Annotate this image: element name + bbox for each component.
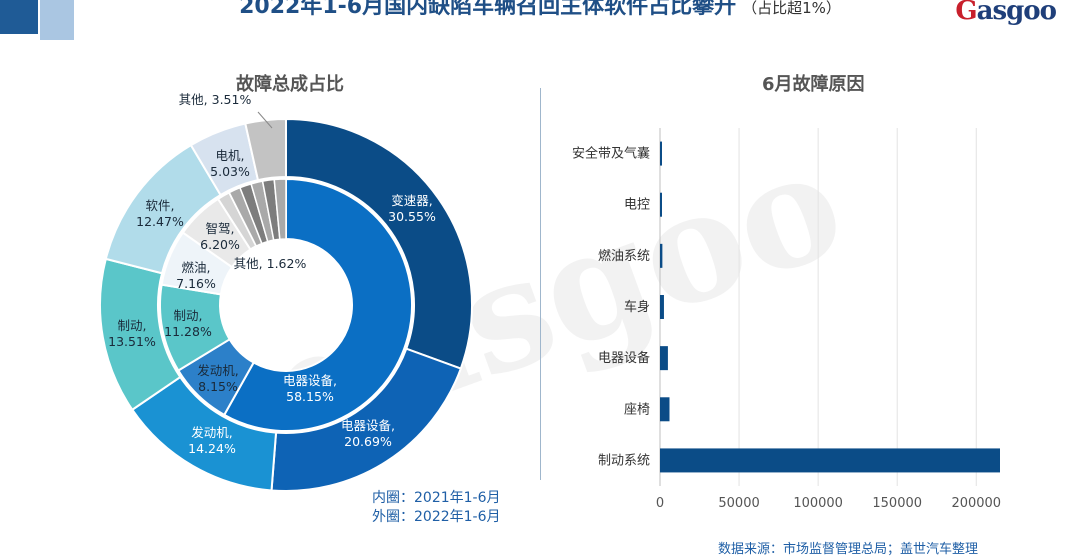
bar-x-tick-2: 100000 bbox=[793, 496, 843, 511]
bar-category-label-5: 座椅 bbox=[624, 402, 650, 417]
data-source: 数据来源：市场监督管理总局；盖世汽车整理 bbox=[718, 542, 979, 557]
outer-label-3: 制动,13.51% bbox=[108, 318, 156, 349]
bar-2 bbox=[660, 243, 663, 268]
bar-x-tick-1: 50000 bbox=[718, 496, 759, 511]
outer-label-0: 变速器,30.55% bbox=[388, 193, 436, 224]
bar-0 bbox=[660, 141, 662, 166]
bar-4 bbox=[660, 346, 668, 371]
inner-label-2-category: 制动, bbox=[174, 308, 203, 323]
outer-label-0-category: 变速器, bbox=[391, 193, 432, 208]
donut-title: 故障总成占比 bbox=[236, 74, 344, 95]
bar-category-label-2: 燃油系统 bbox=[598, 248, 650, 264]
inner-ring-slice-0 bbox=[222, 177, 413, 432]
outer-label-1: 电器设备,20.69% bbox=[341, 418, 395, 449]
bar-title: 6月故障原因 bbox=[762, 74, 865, 95]
inner-label-1-category: 发动机, bbox=[197, 363, 238, 378]
inner-label-4-category: 智驾, bbox=[206, 221, 235, 236]
bar-6 bbox=[660, 448, 1000, 473]
outer-label-3-value: 13.51% bbox=[108, 334, 156, 349]
page-title: 2022年1-6月国内缺陷车辆召回主体软件占比攀升 （占比超1%） bbox=[0, 0, 1080, 20]
outer-label-2-value: 14.24% bbox=[188, 441, 236, 456]
outer-label-6: 其他, 3.51% bbox=[179, 92, 252, 107]
outer-ring-slice-0 bbox=[285, 117, 473, 370]
gasgoo-logo: Gasgoo bbox=[955, 0, 1057, 26]
outer-label-2: 发动机,14.24% bbox=[188, 425, 236, 456]
donut-chart: 变速器,30.55%电器设备,20.69%发动机,14.24%制动,13.51%… bbox=[99, 92, 473, 492]
panel-divider bbox=[540, 88, 541, 480]
outer-label-6-text: 其他, 3.51% bbox=[179, 92, 252, 107]
bar-3 bbox=[660, 295, 664, 319]
outer-label-5-category: 电机, bbox=[216, 148, 245, 163]
outer-label-4-value: 12.47% bbox=[136, 214, 184, 229]
legend-inner-ring: 内圈：2021年1-6月 bbox=[372, 490, 501, 506]
inner-label-0-category: 电器设备, bbox=[283, 373, 337, 388]
outer-label-4: 软件,12.47% bbox=[136, 198, 184, 229]
bar-5 bbox=[660, 397, 670, 422]
page-subtitle: （占比超1%） bbox=[742, 0, 841, 17]
bar-1 bbox=[660, 192, 662, 217]
inner-label-0: 电器设备,58.15% bbox=[283, 373, 337, 404]
inner-label-5-text: 其他, 1.62% bbox=[234, 256, 307, 271]
outer-label-5-value: 5.03% bbox=[210, 164, 250, 179]
bar-category-label-6: 制动系统 bbox=[598, 453, 650, 468]
outer-label-5: 电机,5.03% bbox=[210, 148, 250, 179]
bar-chart: 0 50000 100000 150000 200000 安全带及气囊电控燃油系统车身电器… bbox=[572, 128, 1001, 511]
outer-label-0-value: 30.55% bbox=[388, 209, 436, 224]
inner-label-4: 智驾,6.20% bbox=[200, 221, 240, 252]
bar-x-tick-0: 0 bbox=[656, 496, 664, 511]
inner-label-3: 燃油,7.16% bbox=[176, 260, 216, 291]
inner-label-4-value: 6.20% bbox=[200, 237, 240, 252]
header-corner-block-light bbox=[40, 0, 74, 40]
bar-category-label-4: 电器设备 bbox=[598, 350, 650, 366]
other-leader-line bbox=[257, 111, 273, 129]
header-corner-block bbox=[0, 0, 38, 34]
legend-outer-ring: 外圈：2022年1-6月 bbox=[372, 509, 501, 525]
inner-label-5: 其他, 1.62% bbox=[234, 256, 307, 271]
bar-category-label-0: 安全带及气囊 bbox=[572, 146, 650, 162]
outer-label-1-value: 20.69% bbox=[344, 434, 392, 449]
outer-ring-slice-6 bbox=[244, 117, 287, 182]
bar-category-label-3: 车身 bbox=[624, 299, 650, 315]
page-title-text: 2022年1-6月国内缺陷车辆召回主体软件占比攀升 bbox=[239, 0, 737, 19]
inner-label-3-category: 燃油, bbox=[182, 260, 211, 275]
outer-label-3-category: 制动, bbox=[118, 318, 147, 333]
inner-label-2: 制动,11.28% bbox=[164, 308, 212, 339]
inner-label-2-value: 11.28% bbox=[164, 324, 212, 339]
bar-category-label-1: 电控 bbox=[624, 198, 650, 213]
bar-x-tick-3: 150000 bbox=[872, 496, 922, 511]
outer-label-4-category: 软件, bbox=[146, 198, 175, 213]
outer-label-2-category: 发动机, bbox=[191, 425, 232, 440]
inner-label-3-value: 7.16% bbox=[176, 276, 216, 291]
inner-label-1-value: 8.15% bbox=[198, 379, 238, 394]
outer-label-1-category: 电器设备, bbox=[341, 418, 395, 433]
bar-x-tick-4: 200000 bbox=[951, 496, 1001, 511]
inner-ring-minor-slice-4 bbox=[273, 178, 287, 241]
inner-label-0-value: 58.15% bbox=[286, 389, 334, 404]
inner-label-1: 发动机,8.15% bbox=[197, 363, 238, 394]
